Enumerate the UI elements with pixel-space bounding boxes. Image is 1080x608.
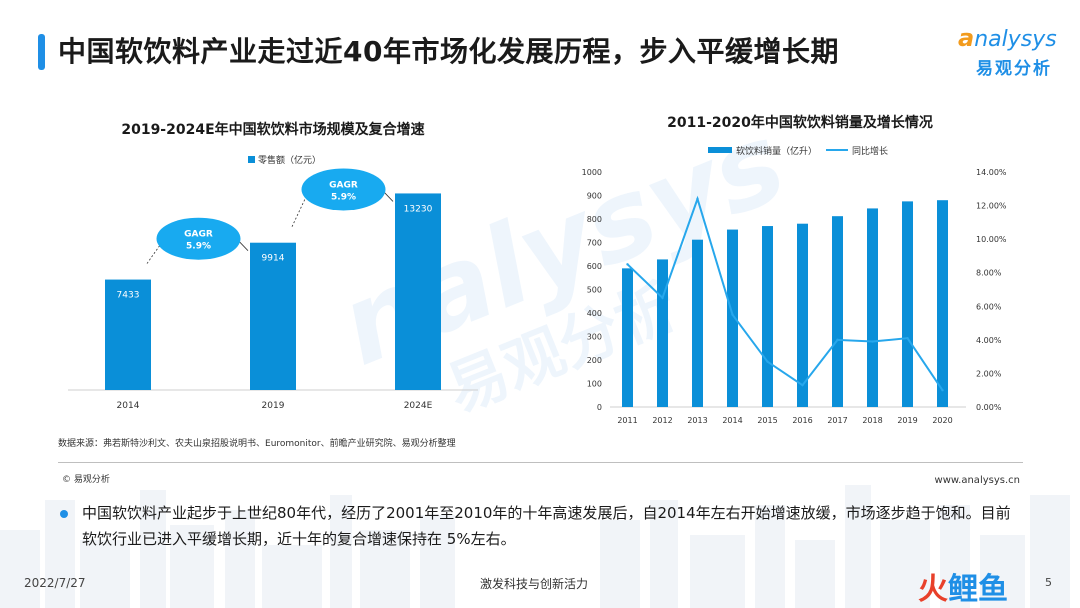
chart2-y-left-tick: 1000 (582, 168, 602, 177)
chart2-x-tick-2020: 2020 (932, 416, 952, 425)
chart1-trend-line-1 (291, 189, 310, 227)
chart1-x-tick-2024E: 2024E (404, 401, 433, 411)
chart1-cagr-bubble-1 (301, 168, 386, 211)
chart2-bar-2019 (902, 201, 913, 407)
chart1-title: 2019-2024E年中国软饮料市场规模及复合增速 (121, 121, 424, 138)
chart2-growth-point-2017 (836, 338, 839, 342)
chart2-growth-point-2011 (626, 263, 629, 266)
analysys-logo: analysys 易观分析 (958, 24, 1068, 80)
market-size-bar-chart: 2019-2024E年中国软饮料市场规模及复合增速 零售额（亿元） 7433 20… (68, 121, 478, 411)
page-number: 5 (1045, 576, 1052, 589)
chart2-y-left-tick: 400 (587, 309, 602, 318)
chart2-bar-2015 (762, 226, 773, 407)
chart1-data-label-2024E: 13230 (404, 204, 433, 214)
chart2-y-right-tick: 12.00% (976, 202, 1007, 211)
chart2-y-left-tick: 700 (587, 239, 602, 248)
chart2-bar-2017 (832, 216, 843, 407)
chart2-y-right-tick: 10.00% (976, 235, 1007, 244)
chart2-y-left-tick: 300 (587, 333, 602, 342)
slide-date: 2022/7/27 (24, 576, 86, 590)
chart2-bar-2011 (622, 268, 633, 407)
chart2-y-left-tick: 600 (587, 262, 602, 271)
chart2-y-left-tick: 200 (587, 356, 602, 365)
chart1-data-label-2014: 7433 (117, 291, 140, 301)
city-skyline-decoration (0, 485, 1070, 608)
chart1-x-tick-2014: 2014 (117, 401, 140, 411)
chart2-growth-point-2014 (731, 313, 734, 316)
chart2-x-tick-2011: 2011 (617, 416, 637, 425)
chart1-cagr-value-0: 5.9% (186, 242, 211, 252)
chart2-y-left-tick: 0 (597, 403, 602, 412)
chart2-y-right-tick: 8.00% (976, 269, 1002, 278)
chart2-growth-line (626, 195, 944, 391)
chart1-data-label-2019: 9914 (262, 254, 285, 264)
sales-volume-combo-chart: 2011-2020年中国软饮料销量及增长情况 软饮料销量（亿升） 同比增长 0 1… (582, 114, 1007, 425)
title-accent-bar (38, 34, 45, 70)
chart2-x-tick-2015: 2015 (757, 416, 777, 425)
chart2-bar-2013 (692, 239, 703, 407)
copyright-text: © 易观分析 (62, 475, 110, 485)
chart2-legend-line-label: 同比增长 (852, 145, 888, 157)
chart2-growth-point-2015 (766, 360, 769, 363)
chart1-bar-2014 (105, 279, 151, 390)
chart2-bar-2012 (657, 259, 668, 407)
chart2-x-tick-2013: 2013 (687, 416, 707, 425)
chart2-legend-bar-swatch (708, 147, 732, 153)
chart1-cagr-value-1: 5.9% (331, 192, 356, 202)
bullet-icon (60, 510, 68, 518)
chart2-growth-point-2016 (801, 383, 804, 387)
chart1-bar-2019 (250, 242, 296, 390)
chart2-y-right-tick: 2.00% (976, 369, 1002, 378)
chart2-x-tick-2017: 2017 (827, 416, 847, 425)
chart2-bar-2018 (867, 208, 878, 407)
page-title: 中国软饮料产业走过近40年市场化发展历程，步入平缓增长期 (58, 35, 839, 68)
chart2-growth-point-2013 (696, 197, 699, 201)
chart2-y-right-tick: 0.00% (976, 403, 1002, 412)
chart1-legend-swatch (248, 156, 255, 163)
chart2-y-left-tick: 500 (587, 286, 602, 295)
chart2-x-tick-2012: 2012 (652, 416, 672, 425)
chart1-cagr-label-1: GAGR (329, 180, 358, 190)
chart2-bar-2020 (937, 200, 948, 407)
chart2-y-left-tick: 900 (587, 192, 602, 201)
chart2-growth-point-2018 (871, 340, 874, 343)
chart2-bar-2014 (727, 229, 738, 407)
chart2-y-right-tick: 14.00% (976, 168, 1007, 177)
chart2-growth-point-2019 (906, 336, 909, 340)
footer-slogan: 激发科技与创新活力 (480, 577, 589, 591)
huoliyu-brand-logo: 火鲤鱼 (918, 572, 1008, 607)
chart2-legend-bar-label: 软饮料销量（亿升） (736, 145, 817, 157)
divider-line (58, 462, 1023, 463)
chart1-x-tick-2019: 2019 (262, 401, 285, 411)
chart1-cagr-bubble-0 (156, 217, 241, 260)
chart2-y-left-tick: 800 (587, 215, 602, 224)
chart2-y-right-tick: 4.00% (976, 336, 1002, 345)
chart1-bar-2024E (395, 193, 441, 390)
chart2-y-left-tick: 100 (587, 380, 602, 389)
chart2-growth-point-2012 (661, 296, 664, 300)
chart2-x-tick-2014: 2014 (722, 416, 742, 425)
chart1-legend-label: 零售额（亿元） (258, 154, 321, 166)
chart2-title: 2011-2020年中国软饮料销量及增长情况 (667, 114, 933, 131)
chart2-growth-point-2020 (941, 389, 944, 392)
chart2-bar-2016 (797, 223, 808, 407)
website-link[interactable]: www.analysys.cn (934, 475, 1020, 486)
logo-text-cn: 易观分析 (976, 59, 1052, 79)
logo-text-en: analysys (958, 24, 1057, 52)
chart2-x-tick-2019: 2019 (897, 416, 917, 425)
chart2-y-right-tick: 6.00% (976, 302, 1002, 311)
chart1-cagr-label-0: GAGR (184, 230, 213, 240)
data-source-note: 数据来源：弗若斯特沙利文、农夫山泉招股说明书、Euromonitor、前瞻产业研… (58, 439, 456, 449)
chart2-x-tick-2016: 2016 (792, 416, 812, 425)
chart2-x-tick-2018: 2018 (862, 416, 882, 425)
summary-paragraph: 中国软饮料产业起步于上世纪80年代，经历了2001年至2010年的十年高速发展后… (82, 504, 1011, 548)
